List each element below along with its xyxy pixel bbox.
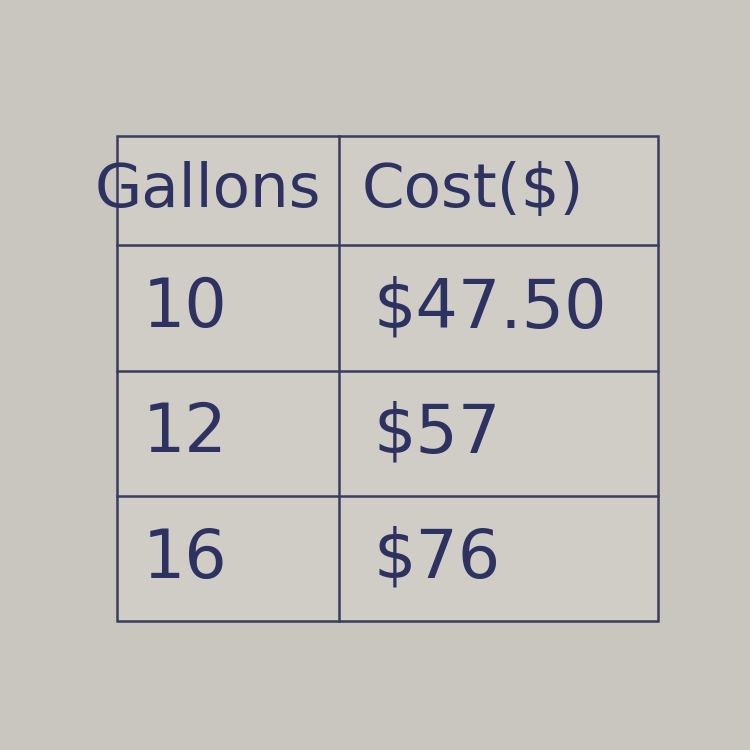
Text: $57: $57 xyxy=(374,400,501,466)
Bar xyxy=(117,136,658,621)
Text: 10: 10 xyxy=(143,275,228,341)
Text: Cost($): Cost($) xyxy=(362,161,584,220)
Text: Gallons: Gallons xyxy=(94,161,321,220)
Text: 16: 16 xyxy=(143,526,228,592)
Text: $47.50: $47.50 xyxy=(374,275,607,341)
Text: 12: 12 xyxy=(143,400,228,466)
Text: $76: $76 xyxy=(374,526,501,592)
